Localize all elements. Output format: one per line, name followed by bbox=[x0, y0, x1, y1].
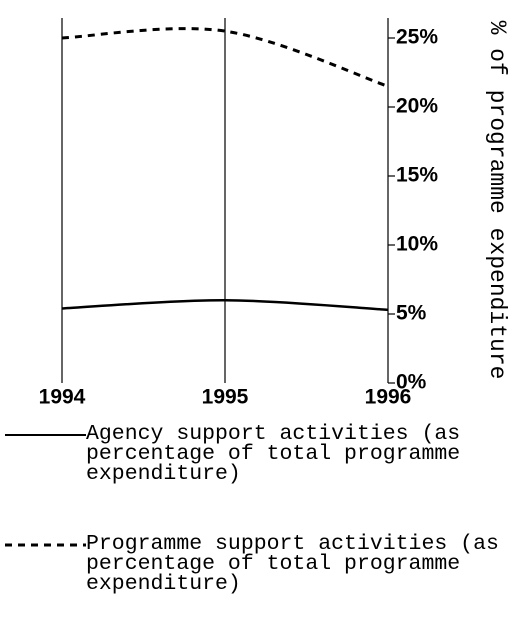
y-axis-label: % of programme expenditure bbox=[484, 21, 510, 380]
legend-label: Programme support activities (as percent… bbox=[86, 532, 499, 596]
legend: Agency support activities (as percentage… bbox=[0, 422, 514, 644]
y-tick-label: 5% bbox=[396, 302, 427, 325]
y-tick-label: 15% bbox=[396, 164, 438, 187]
x-tick-label: 1994 bbox=[39, 386, 86, 409]
y-tick-label: 10% bbox=[396, 233, 438, 256]
page: % of programme expenditure 0% 5% 10% 15% 20%… bbox=[5, 18, 510, 595]
line-series bbox=[61, 27, 389, 88]
x-tick-label: 1995 bbox=[202, 386, 249, 409]
y-tick-label: 0% bbox=[396, 371, 427, 394]
line-series bbox=[61, 298, 389, 312]
legend-label: Agency support activities (as percentage… bbox=[86, 422, 461, 486]
legend-entry: Programme support activities (as percent… bbox=[0, 532, 514, 644]
legend-swatch bbox=[5, 434, 86, 436]
x-tick-label: 1996 bbox=[365, 386, 412, 409]
y-tick-label: 20% bbox=[396, 95, 438, 118]
y-tick-label: 25% bbox=[396, 26, 438, 49]
legend-entry: Agency support activities (as percentage… bbox=[0, 422, 514, 534]
legend-swatch bbox=[5, 543, 86, 547]
chart: % of programme expenditure 0% 5% 10% 15% 20%… bbox=[39, 18, 510, 409]
